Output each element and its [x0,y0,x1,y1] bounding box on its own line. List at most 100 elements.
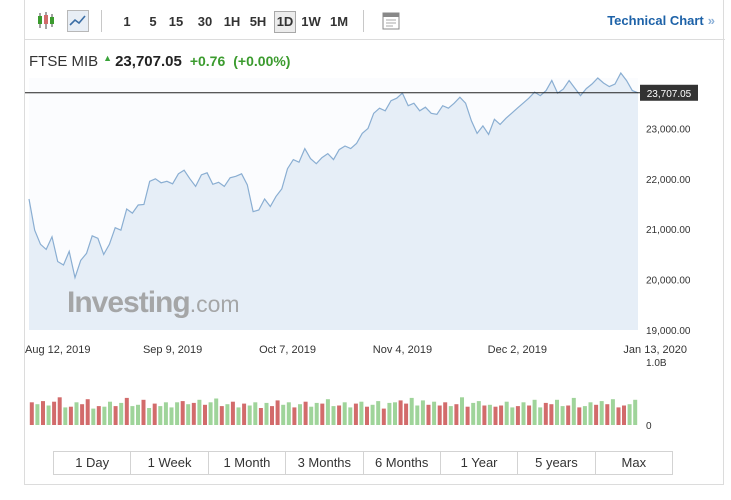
volume-bar [46,405,51,425]
period-button-15[interactable]: 15 [168,14,184,29]
volume-bar [191,402,196,425]
y-axis-tick-label: 20,000.00 [646,276,691,287]
range-button-1-day[interactable]: 1 Day [54,452,132,474]
range-button-3-months[interactable]: 3 Months [286,452,364,474]
price-chart[interactable]: 23,707.05 23,000.00 22,000.00 21,000.00 20,0… [25,0,723,445]
volume-bar [409,397,414,425]
volume-bar [331,406,336,425]
last-price-tag-label: 23,707.05 [647,89,692,100]
volume-bar [253,402,258,425]
volume-bar [476,401,481,425]
volume-bar [465,406,470,425]
period-button-5[interactable]: 5 [149,14,157,29]
line-chart-icon[interactable] [67,10,89,32]
volume-min-label: 0 [646,421,652,432]
volume-bar [499,405,504,425]
volume-bar [85,399,90,425]
volume-bar [102,406,107,425]
volume-bar [74,402,79,425]
volume-bar [258,408,263,425]
range-button-1-month[interactable]: 1 Month [209,452,287,474]
volume-bar [275,400,280,425]
range-button-max[interactable]: Max [621,455,647,470]
volume-bar [96,406,101,425]
period-button-30[interactable]: 30 [197,14,213,29]
volume-bar [577,407,582,425]
volume-bar [119,402,124,425]
volume-bar [342,402,347,425]
x-axis-tick-label: Sep 9, 2019 [143,344,202,356]
range-button-5-years[interactable]: 5 years [518,452,596,474]
quote-header: FTSE MIB ▲ 23,707.05 +0.76 (+0.00%) [29,51,290,71]
volume-bar [270,406,274,425]
price-area-fill [29,73,638,330]
volume-bar [264,402,269,425]
volume-bar [448,406,453,425]
volume-max-label: 1.0B [646,358,667,369]
toolbar-divider [101,10,102,32]
volume-bar [91,408,96,425]
period-button-1h[interactable]: 1H [223,14,241,29]
period-button-1w[interactable]: 1W [301,14,321,29]
volume-bar [41,401,45,425]
x-axis-tick-label: Aug 12, 2019 [25,344,90,356]
y-axis-tick-label: 22,000.00 [646,175,691,186]
volume-bar [141,399,146,425]
volume-bar [225,404,230,425]
volume-bar [594,404,599,425]
volume-bar [29,402,34,425]
volume-bar [214,398,219,425]
volume-bar [303,401,308,425]
volume-bar [158,406,163,425]
volume-bar [298,404,302,425]
volume-bar [527,405,532,425]
time-range-selector: 1 Day 1 Week 1 Month 3 Months 6 Months 1 Year… [53,451,673,475]
volume-bar [80,404,85,425]
chart-toolbar: 1 5 15 30 1H 5H 1D 1W 1M Technical Chart» [25,0,725,40]
volume-bar [152,403,157,425]
volume-bar [532,399,537,425]
volume-bar [387,402,392,425]
volume-bar [521,402,526,425]
candlestick-chart-icon[interactable] [35,10,57,32]
chart-settings-icon[interactable] [380,10,402,32]
volume-bar [610,399,615,425]
volume-bar [515,406,520,425]
volume-bar [404,403,409,425]
volume-bar [169,407,174,425]
range-button-1-week[interactable]: 1 Week [131,452,209,474]
period-button-1m[interactable]: 1M [329,14,349,29]
volume-bar [633,399,638,425]
volume-bar [493,406,498,425]
volume-bar [353,403,358,425]
volume-bar [236,407,241,425]
volume-bar [136,404,140,425]
technical-chart-link[interactable]: Technical Chart» [607,13,715,28]
volume-bar [398,400,403,425]
volume-bar [566,405,571,425]
range-button-6-months[interactable]: 6 Months [364,452,441,474]
volume-bar [108,401,112,425]
range-button-1-year[interactable]: 1 Year [441,452,519,474]
period-button-1[interactable]: 1 [123,14,131,29]
period-button-1d[interactable]: 1D [274,11,296,33]
volume-bar [292,407,297,425]
volume-bar [432,401,437,425]
volume-bar [482,405,487,425]
volume-bar [454,404,459,425]
y-axis-tick-label: 19,000.00 [646,326,691,337]
volume-bar [415,405,420,425]
price-line [28,71,639,280]
y-axis-tick-label: 23,000.00 [646,124,691,135]
period-button-5h[interactable]: 5H [249,14,267,29]
toolbar-divider [363,10,364,32]
x-axis-tick-label: Dec 2, 2019 [488,344,547,356]
volume-bar [219,406,224,425]
chevron-right-icon: » [707,13,715,28]
volume-bar [627,404,632,425]
chart-widget: 1 5 15 30 1H 5H 1D 1W 1M Technical Chart» FTSE M… [24,0,725,485]
volume-bar [281,404,286,425]
x-axis-tick-label: Jan 13, 2020 [623,344,687,356]
volume-bar [393,402,397,425]
volume-bar [359,401,364,425]
